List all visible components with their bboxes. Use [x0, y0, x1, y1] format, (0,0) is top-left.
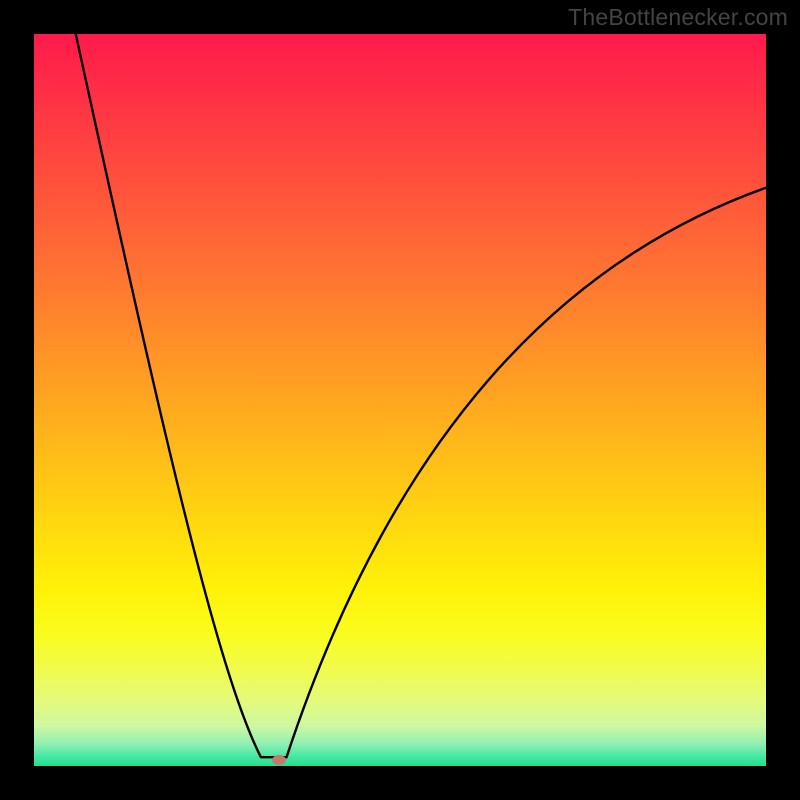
- optimum-marker: [272, 755, 286, 765]
- watermark-text: TheBottlenecker.com: [568, 4, 788, 31]
- chart-plot-area: [34, 34, 766, 766]
